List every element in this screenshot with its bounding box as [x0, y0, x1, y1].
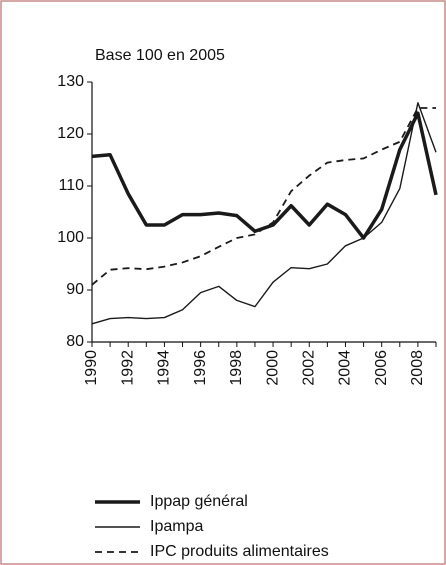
y-tick-label: 90	[66, 281, 84, 298]
x-tick-label: 1996	[192, 350, 209, 386]
x-tick-label: 2008	[409, 350, 426, 386]
y-tick-label: 120	[57, 125, 84, 142]
legend-label: Ippap général	[150, 493, 248, 510]
legend-label: IPC produits alimentaires	[150, 543, 329, 560]
x-tick-label: 2004	[337, 350, 354, 386]
y-tick-label: 100	[57, 229, 84, 246]
x-tick-label: 1990	[83, 350, 100, 386]
x-tick-label: 2002	[300, 350, 317, 386]
legend-label: Ipampa	[150, 518, 203, 535]
x-tick-label: 1998	[228, 350, 245, 386]
x-tick-label: 1994	[156, 350, 173, 386]
x-tick-label: 2000	[264, 350, 281, 386]
y-tick-label: 80	[66, 333, 84, 350]
chart-subtitle: Base 100 en 2005	[95, 47, 225, 64]
series-line	[91, 107, 436, 286]
x-tick-label: 1992	[119, 350, 136, 386]
series-line	[91, 102, 437, 325]
y-tick-label: 130	[57, 73, 84, 90]
y-tick-label: 110	[58, 177, 84, 194]
x-tick-label: 2006	[373, 350, 390, 386]
